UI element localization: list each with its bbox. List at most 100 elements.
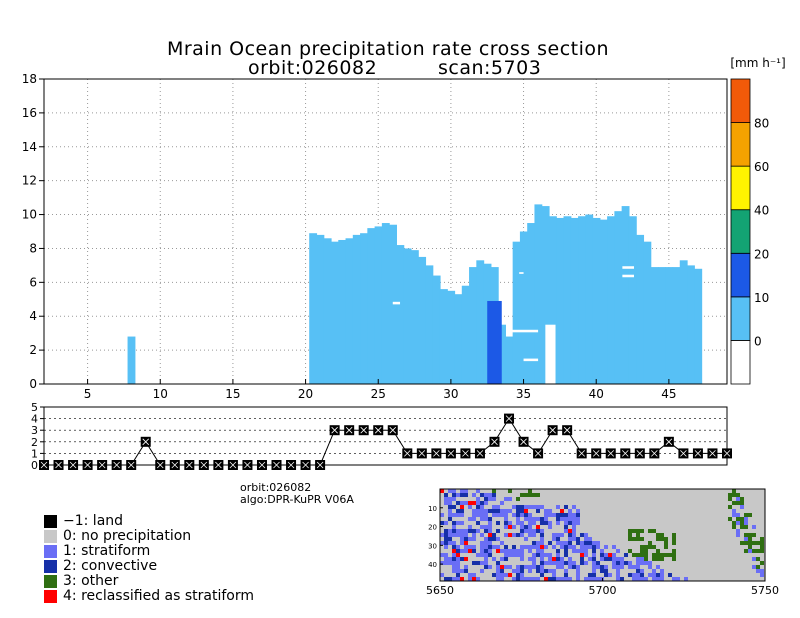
map-cell bbox=[636, 529, 640, 533]
map-cell bbox=[672, 557, 676, 561]
map-cell bbox=[640, 545, 644, 549]
map-cell bbox=[748, 541, 752, 545]
map-cell bbox=[628, 537, 632, 541]
map-cell bbox=[512, 569, 516, 573]
map-cell bbox=[456, 509, 460, 513]
map-x-label: 5700 bbox=[589, 584, 617, 597]
map-cell bbox=[484, 565, 488, 569]
map-cell bbox=[484, 557, 488, 561]
x-tick-label: 15 bbox=[225, 387, 240, 401]
precip-column bbox=[636, 234, 645, 384]
map-cell bbox=[484, 517, 488, 521]
map-cell bbox=[476, 529, 480, 533]
map-cell bbox=[488, 509, 492, 513]
map-cell bbox=[528, 529, 532, 533]
rain-type-marker-cross bbox=[563, 426, 571, 434]
map-cell bbox=[604, 557, 608, 561]
map-cell bbox=[624, 553, 628, 557]
precip-column bbox=[585, 214, 594, 384]
precip-rate-cells bbox=[127, 204, 703, 384]
map-cell bbox=[580, 541, 584, 545]
map-cell bbox=[440, 521, 444, 525]
map-cell bbox=[576, 537, 580, 541]
cross-section-border bbox=[43, 78, 728, 385]
precip-column bbox=[381, 223, 390, 384]
map-cell bbox=[608, 553, 612, 557]
map-cell bbox=[500, 509, 504, 513]
map-cell bbox=[564, 541, 568, 545]
rain-type-marker-cross bbox=[84, 461, 91, 469]
legend-swatch bbox=[44, 590, 57, 603]
map-cell bbox=[736, 513, 740, 517]
map-cell bbox=[560, 557, 564, 561]
map-cell bbox=[560, 513, 564, 517]
map-cell bbox=[604, 545, 608, 549]
map-cell bbox=[568, 509, 572, 513]
map-cell bbox=[484, 493, 488, 497]
rain-type-marker-cross bbox=[374, 426, 382, 434]
map-cell bbox=[452, 497, 456, 501]
map-cell bbox=[476, 513, 480, 517]
map-cell bbox=[540, 561, 544, 565]
map-cell bbox=[732, 513, 736, 517]
map-cell bbox=[732, 493, 736, 497]
map-cell bbox=[480, 545, 484, 549]
map-cell bbox=[740, 541, 744, 545]
rain-type-marker-cross bbox=[462, 450, 469, 457]
map-cell bbox=[576, 513, 580, 517]
map-cell bbox=[548, 541, 552, 545]
map-cell bbox=[576, 517, 580, 521]
map-cell bbox=[656, 537, 660, 541]
map-cell bbox=[564, 517, 568, 521]
map-cell bbox=[560, 541, 564, 545]
map-cell bbox=[640, 561, 644, 565]
map-cell bbox=[448, 537, 452, 541]
map-cell bbox=[460, 489, 464, 493]
map-cell bbox=[476, 553, 480, 557]
precip-column bbox=[607, 216, 615, 384]
map-cell bbox=[528, 545, 532, 549]
map-cell bbox=[484, 553, 488, 557]
map-cell bbox=[740, 517, 744, 521]
map-cell bbox=[452, 545, 456, 549]
map-cell bbox=[592, 557, 596, 561]
map-cell bbox=[620, 565, 624, 569]
map-cell bbox=[672, 537, 676, 541]
map-cell bbox=[500, 569, 504, 573]
map-cell bbox=[508, 525, 512, 529]
map-cell bbox=[536, 565, 540, 569]
map-cell bbox=[520, 533, 524, 537]
map-y-label: 20 bbox=[428, 524, 437, 532]
precip-column bbox=[309, 233, 318, 384]
rain-type-marker-cross bbox=[607, 450, 615, 457]
precip-column bbox=[410, 250, 419, 384]
y-tick-label: 2 bbox=[29, 343, 37, 357]
map-cell bbox=[516, 549, 520, 553]
rain-type-marker-cross bbox=[694, 450, 702, 457]
map-cell bbox=[520, 553, 524, 557]
map-cell bbox=[632, 529, 636, 533]
colorbar-tick-label: 10 bbox=[754, 291, 769, 305]
map-cell bbox=[584, 561, 588, 565]
map-cell bbox=[468, 529, 472, 533]
rain-type-marker-cross bbox=[142, 438, 150, 446]
map-cell bbox=[540, 541, 544, 545]
map-cell bbox=[612, 553, 616, 557]
map-cell bbox=[668, 573, 672, 577]
map-cell bbox=[744, 521, 748, 525]
cross-section-plot: 0 2 4 6 8 10 12 14 16 18 5 10 15 20 25 30 35 40 45 bbox=[22, 72, 728, 401]
map-cell bbox=[528, 557, 532, 561]
map-cell bbox=[504, 517, 508, 521]
precip-column bbox=[127, 336, 136, 384]
map-cell bbox=[580, 561, 584, 565]
colorbar-swatch bbox=[730, 296, 751, 341]
map-cell bbox=[600, 553, 604, 557]
map-cell bbox=[504, 513, 508, 517]
map-cell bbox=[656, 553, 660, 557]
map-cell bbox=[468, 545, 472, 549]
map-cell bbox=[520, 545, 524, 549]
rain-type-marker-cross bbox=[418, 450, 426, 457]
map-cell bbox=[480, 501, 484, 505]
precip-column bbox=[498, 324, 506, 384]
map-cell bbox=[516, 509, 520, 513]
